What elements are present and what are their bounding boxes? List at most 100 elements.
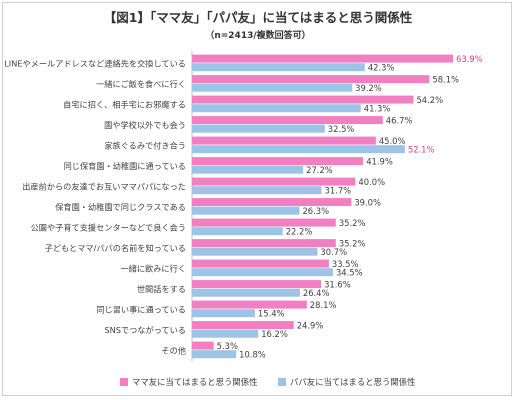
value-label: 26.3% — [302, 206, 329, 216]
category-group: 家族ぐるみで付き合う 45.0%52.1% — [104, 136, 434, 155]
papa-bar — [192, 104, 361, 113]
value-label: 22.2% — [286, 226, 313, 236]
papa-bar — [192, 206, 300, 215]
legend-item: パパ友に当てはまると思う関係性 — [278, 377, 415, 387]
papa-bar — [192, 186, 322, 195]
value-label: 52.1% — [408, 144, 435, 154]
category-label: 同じ保育園・幼稚園に通っている — [64, 161, 186, 171]
category-label: その他 — [161, 345, 186, 355]
value-label: 45.0% — [379, 136, 406, 146]
mama-bar — [192, 157, 364, 166]
value-label: 42.3% — [368, 62, 395, 72]
value-label: 40.0% — [358, 177, 385, 187]
category-group: SNSでつながっている 24.9% 16.2% — [104, 320, 323, 339]
papa-bar — [192, 247, 318, 256]
value-label: 39.0% — [354, 197, 381, 207]
value-label: 32.5% — [328, 124, 355, 134]
category-label: 一緒に飲みに行く — [120, 263, 186, 273]
category-group: 一緒に飲みに行く 33.5%34.5% — [120, 259, 362, 278]
mama-bar — [192, 300, 307, 309]
category-group: 公園や子育て支援センターなどで良く会う 35.2% 22.2% — [31, 218, 366, 237]
legend-label: パパ友に当てはまると思う関係性 — [290, 377, 415, 387]
value-label: 27.2% — [306, 165, 333, 175]
papa-bar — [192, 350, 237, 359]
legend-label: ママ友に当てはまると思う関係性 — [132, 377, 257, 387]
legend-item: ママ友に当てはまると思う関係性 — [120, 377, 257, 387]
papa-bar — [192, 227, 283, 236]
papa-bar — [192, 83, 353, 92]
category-group: 保育園・幼稚園で同じクラスである 39.0% 26.3% — [55, 197, 381, 216]
value-label: 46.7% — [386, 115, 413, 125]
papa-bar — [192, 63, 365, 72]
legend-swatch — [278, 378, 286, 386]
category-label: 子どもとママ/パパの名前を知っている — [45, 243, 186, 253]
value-label: 54.2% — [416, 95, 443, 105]
papa-bar — [192, 165, 304, 174]
category-group: 子どもとママ/パパの名前を知っている 35.2%30.7% — [45, 238, 366, 257]
value-label: 30.7% — [320, 247, 347, 257]
category-label: 保育園・幼稚園で同じクラスである — [55, 202, 186, 212]
category-label: SNSでつながっている — [104, 325, 186, 335]
papa-bar — [192, 268, 333, 277]
category-group: 同じ保育園・幼稚園に通っている 41.9% 27.2% — [64, 156, 393, 175]
category-label: 世間話をする — [137, 284, 186, 294]
mama-bar — [192, 136, 376, 145]
category-group: 園や学校以外でも会う 46.7% 32.5% — [104, 115, 412, 134]
category-label: 自宅に招く、相手宅にお邪魔する — [63, 99, 186, 109]
value-label: 39.2% — [355, 83, 382, 93]
category-group: 同じ習い事に通っている 28.1% 15.4% — [96, 300, 336, 319]
category-group: LINEやメールアドレスなど連絡先を交換している 63.9% 42.3% — [4, 54, 483, 73]
mama-bar — [192, 177, 356, 186]
value-label: 41.3% — [364, 103, 391, 113]
value-label: 58.1% — [432, 74, 459, 84]
category-group: その他 5.3%10.8% — [161, 341, 265, 360]
value-label: 5.3% — [217, 341, 238, 351]
papa-bar — [192, 124, 325, 133]
legend: ママ友に当てはまると思う関係性 パパ友に当てはまると思う関係性 — [120, 377, 415, 387]
chart-title: 【図1】「ママ友」「パパ友」に当てはまると思う関係性 — [104, 10, 413, 25]
papa-bar — [192, 288, 300, 297]
mama-bar — [192, 280, 322, 289]
mama-bar — [192, 198, 352, 207]
value-label: 35.2% — [339, 218, 366, 228]
value-label: 31.7% — [325, 185, 352, 195]
category-label: 公園や子育て支援センターなどで良く会う — [31, 222, 186, 232]
mama-bar — [192, 54, 454, 63]
mama-bar — [192, 321, 294, 330]
plot-area: LINEやメールアドレスなど連絡先を交換している 63.9% 42.3% 一緒にご飯を… — [4, 51, 483, 362]
category-group: 自宅に招く、相手宅にお邪魔する 54.2% 41.3% — [63, 95, 443, 114]
mama-bar — [192, 95, 414, 104]
papa-bar — [192, 145, 405, 154]
value-label: 28.1% — [310, 300, 337, 310]
papa-bar — [192, 329, 259, 338]
category-label: 家族ぐるみで付き合う — [104, 140, 186, 150]
mama-bar — [192, 75, 430, 84]
papa-bar — [192, 309, 255, 318]
category-label: 出産前からの友達でお互いママパパになった — [22, 181, 186, 191]
value-label: 63.9% — [456, 54, 483, 64]
category-label: 同じ習い事に通っている — [96, 304, 186, 314]
chart-subtitle: （n=2413/複数回答可） — [205, 29, 310, 41]
value-label: 41.9% — [366, 156, 393, 166]
value-label: 16.2% — [261, 329, 288, 339]
value-label: 34.5% — [336, 267, 363, 277]
category-group: 出産前からの友達でお互いママパパになった 40.0% 31.7% — [22, 177, 385, 196]
value-label: 31.6% — [324, 279, 351, 289]
value-label: 24.9% — [297, 320, 324, 330]
category-label: 園や学校以外でも会う — [104, 120, 186, 130]
value-label: 35.2% — [339, 238, 366, 248]
mama-bar — [192, 341, 214, 350]
value-label: 15.4% — [258, 308, 285, 318]
category-label: LINEやメールアドレスなど連絡先を交換している — [4, 58, 186, 68]
mama-bar — [192, 259, 329, 268]
mama-bar — [192, 218, 336, 227]
value-label: 26.4% — [303, 288, 330, 298]
value-label: 33.5% — [332, 259, 359, 269]
mama-bar — [192, 239, 336, 248]
category-label: 一緒にご飯を食べに行く — [96, 79, 186, 89]
legend-swatch — [120, 378, 128, 386]
value-label: 10.8% — [239, 349, 266, 359]
category-group: 一緒にご飯を食べに行く 58.1% 39.2% — [96, 74, 459, 93]
mama-bar — [192, 116, 383, 125]
